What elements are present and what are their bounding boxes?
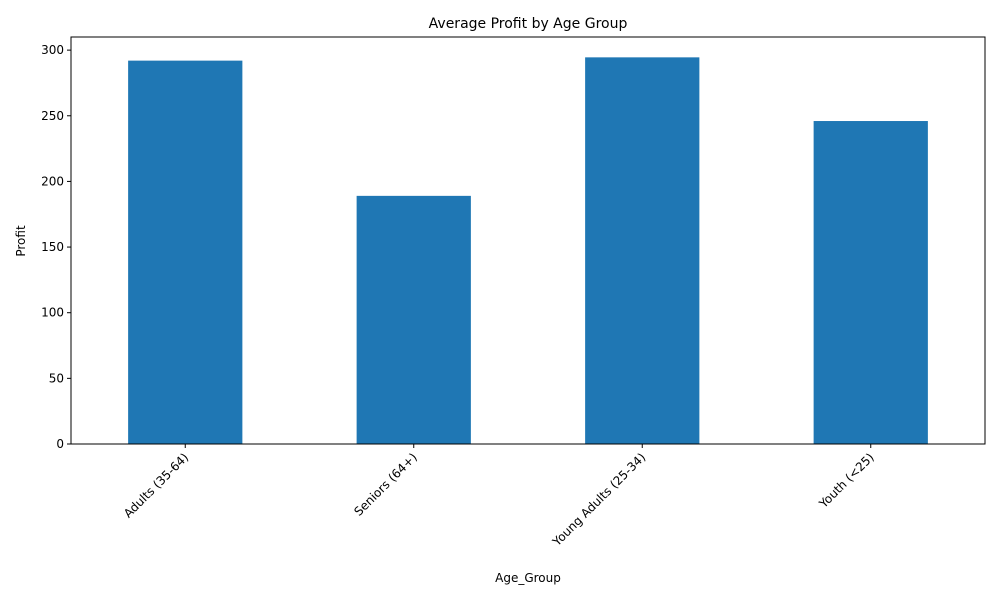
bars-group bbox=[128, 57, 928, 444]
chart-title: Average Profit by Age Group bbox=[429, 16, 628, 32]
bar bbox=[813, 121, 928, 444]
y-tick-label: 150 bbox=[41, 240, 64, 254]
y-axis-label: Profit bbox=[14, 225, 28, 257]
y-tick-label: 50 bbox=[49, 371, 64, 385]
y-tick-label: 300 bbox=[41, 43, 64, 57]
y-axis-ticks: 0 50 100 150 200 250 300 bbox=[41, 43, 71, 451]
y-tick-label: 250 bbox=[41, 109, 64, 123]
y-tick-label: 100 bbox=[41, 306, 64, 320]
x-axis-ticks: Adults (35-64) Seniors (64+) Young Adults … bbox=[121, 444, 877, 549]
bar bbox=[356, 195, 471, 444]
bar bbox=[585, 57, 700, 444]
y-tick-label: 200 bbox=[41, 174, 64, 188]
x-tick-label: Seniors (64+) bbox=[351, 450, 420, 519]
x-axis-label: Age_Group bbox=[495, 571, 561, 585]
bar bbox=[128, 60, 243, 444]
plot-area-frame bbox=[70, 36, 986, 445]
x-tick-label: Young Adults (25-34) bbox=[549, 450, 648, 549]
y-tick-label: 0 bbox=[56, 437, 64, 451]
x-tick-label: Adults (35-64) bbox=[121, 450, 191, 520]
x-tick-label: Youth (<25) bbox=[816, 450, 877, 511]
